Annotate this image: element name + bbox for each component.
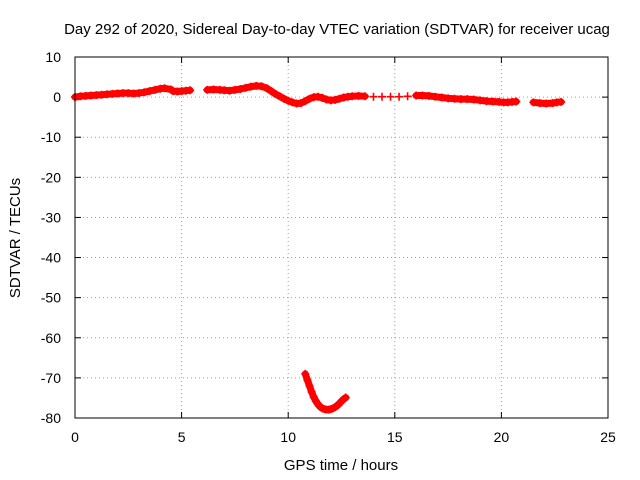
x-tick-label: 5	[178, 429, 186, 445]
y-tick-label: -50	[41, 290, 61, 306]
x-axis-label: GPS time / hours	[284, 457, 398, 474]
x-tick-label: 15	[387, 429, 403, 445]
y-tick-label: 0	[53, 89, 61, 105]
data-point	[341, 393, 350, 402]
data-point	[386, 92, 395, 101]
y-tick-label: -10	[41, 129, 61, 145]
x-tick-label: 20	[494, 429, 510, 445]
y-tick-label: -80	[41, 410, 61, 426]
data-point	[395, 92, 404, 101]
y-axis-label: SDTVAR / TECUs	[7, 178, 24, 298]
y-tick-label: 10	[45, 49, 61, 65]
plot-frame	[74, 56, 609, 419]
data-point	[512, 97, 521, 106]
x-tick-label: 10	[280, 429, 296, 445]
y-tick-label: -40	[41, 250, 61, 266]
data-point	[360, 92, 369, 101]
data-point	[369, 92, 378, 101]
x-tick-label: 0	[71, 429, 79, 445]
y-tick-label: -70	[41, 370, 61, 386]
data-point	[403, 92, 412, 101]
y-tick-label: -30	[41, 209, 61, 225]
y-tick-label: -20	[41, 169, 61, 185]
points-layer	[71, 81, 566, 414]
data-point	[378, 92, 387, 101]
y-tick-label: -60	[41, 330, 61, 346]
x-tick-label: 25	[600, 429, 616, 445]
grid-layer	[75, 57, 608, 418]
data-point	[557, 97, 566, 106]
chart-title: Day 292 of 2020, Sidereal Day-to-day VTE…	[64, 21, 610, 38]
data-point	[186, 86, 195, 95]
